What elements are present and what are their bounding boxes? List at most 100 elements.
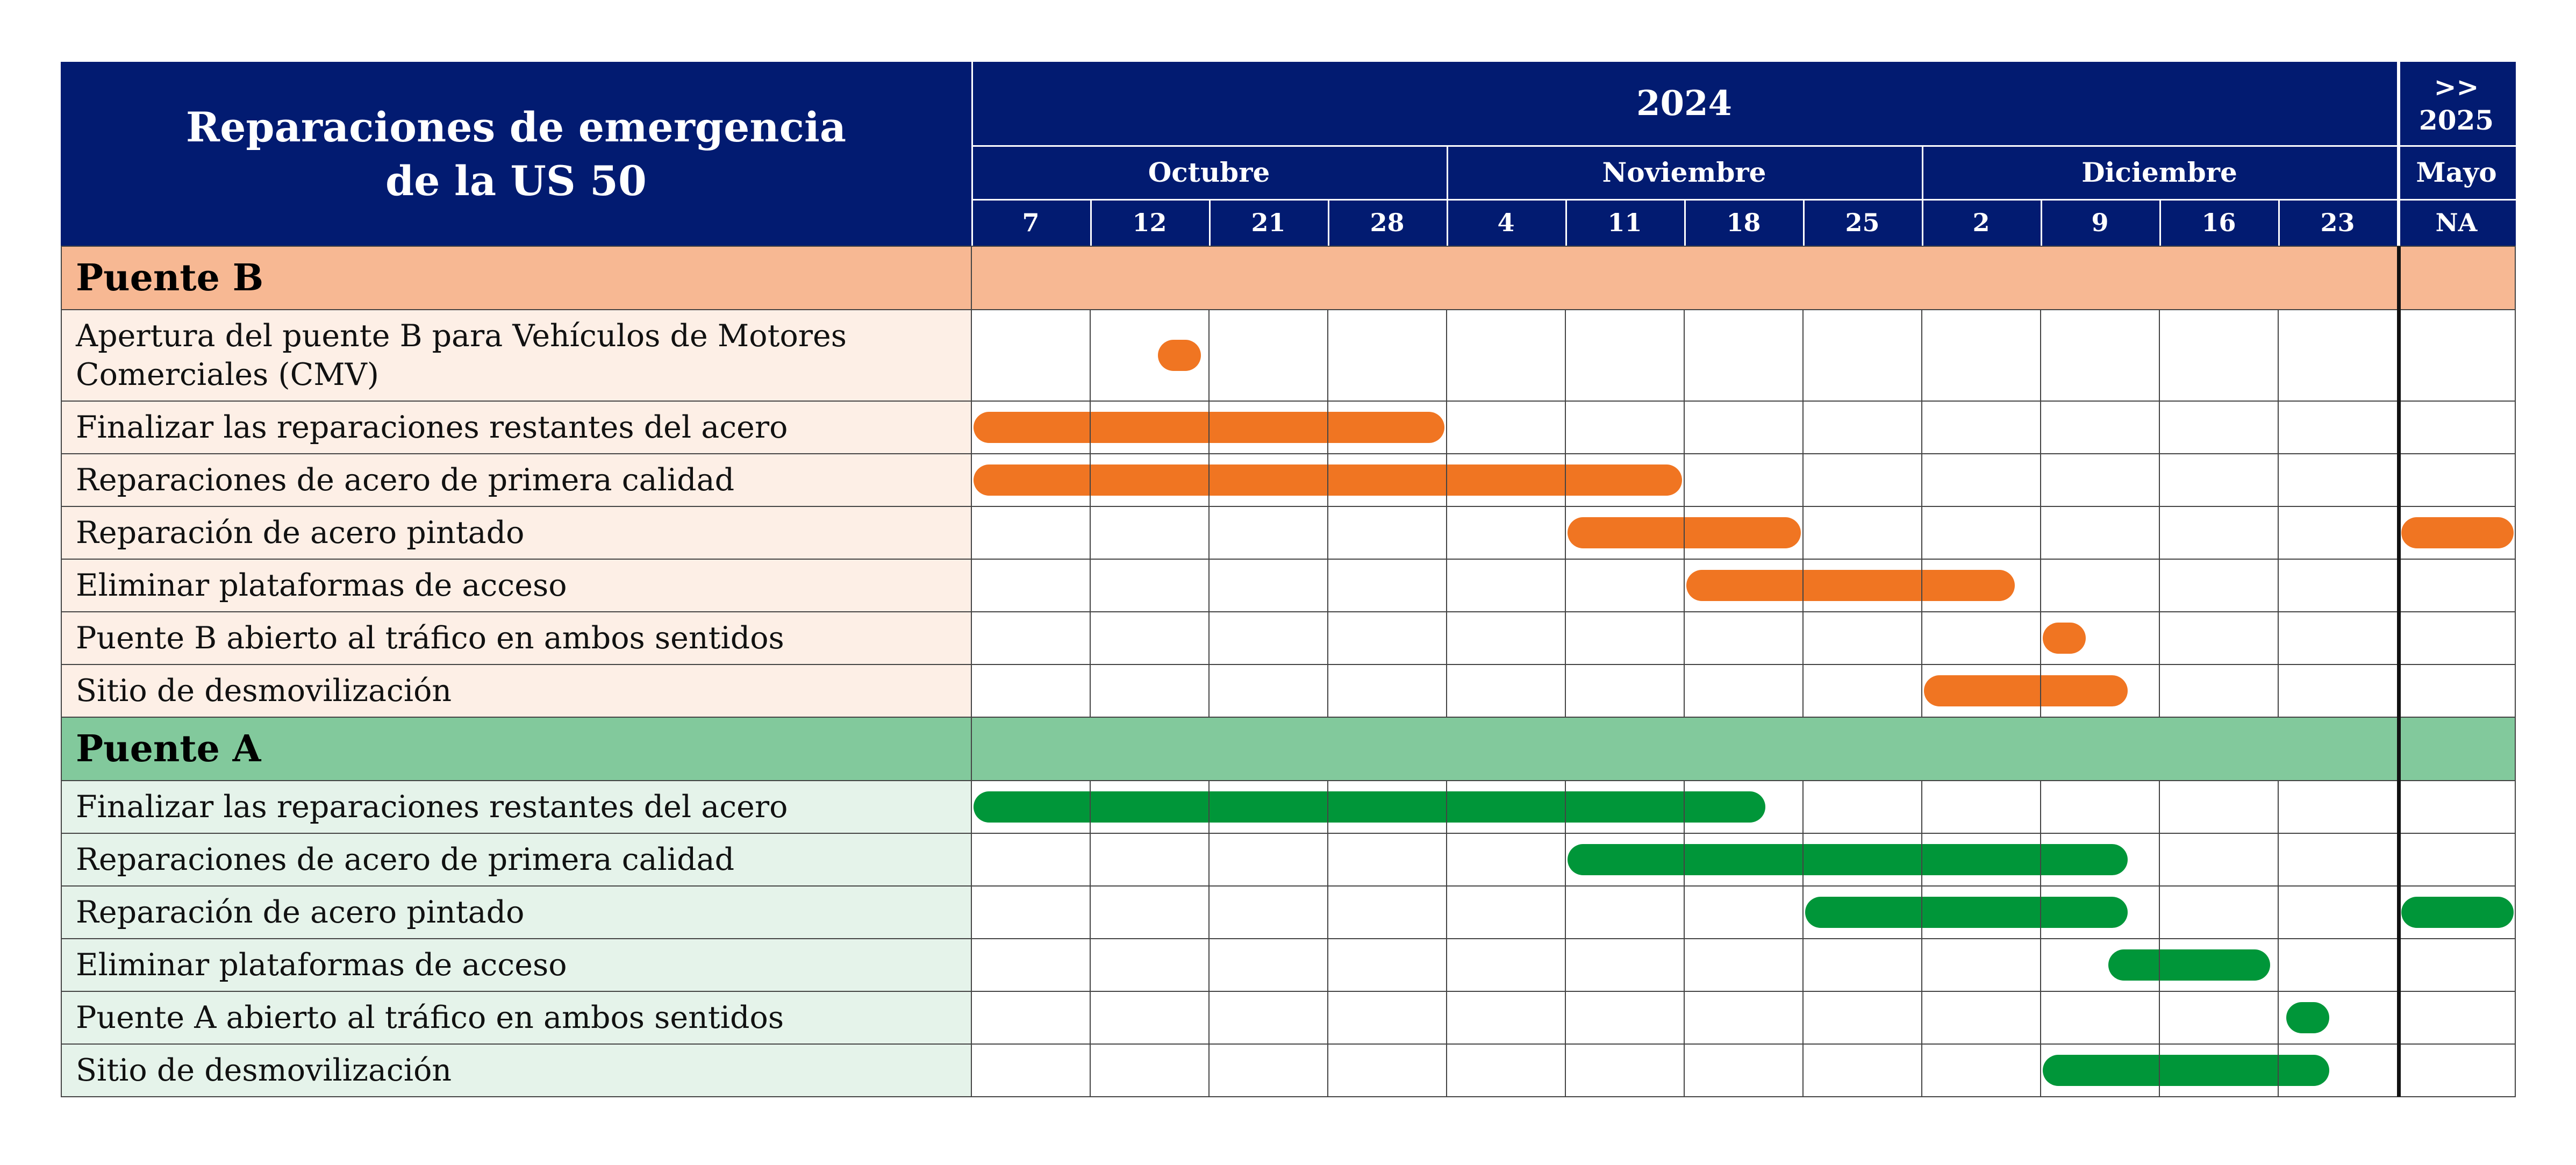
week-header: 16 [2159,199,2278,246]
grid-row-line [61,611,2516,612]
task-label-text: Eliminar plataformas de acceso [76,947,567,983]
grid-col-line [1208,781,1210,1097]
grid-row-line [61,833,2516,834]
task-label-line: Apertura del puente B para Vehículos de … [76,318,847,354]
header-divider [1803,199,1805,246]
week-header: 18 [1684,199,1803,246]
grid-row-line [61,453,2516,454]
grid-col-line [2278,781,2279,1097]
grid-row-line [61,991,2516,992]
task-bar [1568,844,2128,875]
grid-row-line [61,1096,2516,1097]
task-bar [1924,675,2128,706]
task-bar [2043,1055,2330,1086]
grid-col-line [2278,310,2279,717]
chart-title-line: Reparaciones de emergencia [185,103,847,151]
task-label: Reparación de acero pintado [61,506,971,559]
grid-col-line [1565,781,1566,1097]
header-divider [2041,199,2042,246]
header-divider [971,199,2516,201]
header-divider [2159,199,2161,246]
task-label-text: Finalizar las reparaciones restantes del… [76,410,788,445]
header-divider [1565,199,1567,246]
grid-col-line [2159,781,2160,1097]
grid-col-line [1327,310,1328,717]
task-label: Apertura del puente B para Vehículos de … [61,310,971,401]
grid-row-line [61,506,2516,507]
grid-row-line [61,938,2516,939]
grid-col-line [1565,310,1566,717]
header-divider [1090,199,1092,246]
grid-col-line [1446,310,1447,717]
header-divider [1447,145,1448,246]
grid-col-line [1802,310,1804,717]
header-divider [2397,62,2400,246]
grid-col-line [2159,310,2160,717]
year-header-2025-line: >> [2434,70,2479,103]
header-divider [1684,199,1686,246]
year-separator-line [2397,246,2401,1097]
header-divider [971,145,2516,147]
grid-col-line [1090,781,1091,1097]
month-header: Mayo [2397,145,2516,199]
week-header: 12 [1090,199,1209,246]
task-label-text: Finalizar las reparaciones restantes del… [76,789,788,825]
task-bar [974,791,1765,823]
task-label-text: Apertura del puente B para Vehículos de … [76,317,847,394]
task-label-text: Eliminar plataformas de acceso [76,568,567,603]
section-header: Puente A [61,717,2516,781]
grid-col-line [1684,781,1685,1097]
year-header-2025-line: 2025 [2418,104,2494,136]
grid-border [2515,246,2516,1097]
grid-col-line [1921,781,1922,1097]
task-label: Reparaciones de acero de primera calidad [61,833,971,886]
task-label-text: Sitio de desmovilización [76,1053,452,1088]
grid-row-line [61,559,2516,560]
header-divider [1922,199,1923,246]
task-bar [1157,340,1201,371]
task-label: Puente A abierto al tráfico en ambos sen… [61,991,971,1044]
header-divider [2278,199,2280,246]
section-label: Puente B [76,256,264,299]
grid-col-line [2040,781,2041,1097]
grid-col-line [1802,781,1804,1097]
task-bar-2025 [2401,517,2514,548]
grid-row-line [61,885,2516,887]
chart-title-line: de la US 50 [385,156,647,205]
grid-col-line [1921,310,1922,717]
grid-col-line [1327,781,1328,1097]
chart-title-text: Reparaciones de emergencia de la US 50 [186,101,846,208]
task-label: Puente B abierto al tráfico en ambos sen… [61,612,971,664]
week-header: 28 [1328,199,1447,246]
grid-border [61,246,62,1097]
task-label: Sitio de desmovilización [61,664,971,717]
week-header: 9 [2041,199,2159,246]
grid-row-line [61,717,2516,718]
grid-row-line [61,401,2516,402]
task-label-line: Comerciales (CMV) [76,357,380,392]
task-label-text: Reparación de acero pintado [76,515,525,551]
task-label-text: Puente A abierto al tráfico en ambos sen… [76,1000,784,1035]
month-header: Diciembre [1922,145,2397,199]
task-label: Reparación de acero pintado [61,886,971,939]
week-header: 7 [971,199,1090,246]
task-label: Eliminar plataformas de acceso [61,939,971,991]
week-header: 2 [1922,199,2041,246]
header-divider [971,62,973,246]
task-bar [2043,623,2086,654]
grid-col-line [1446,781,1447,1097]
header-divider [1209,199,1211,246]
week-header: 25 [1803,199,1922,246]
month-header: Octubre [971,145,1447,199]
grid-col-line [1684,310,1685,717]
week-header: 11 [1565,199,1684,246]
year-header-2025-text: >> 2025 [2419,70,2494,137]
task-label-text: Sitio de desmovilización [76,673,452,709]
week-header: 4 [1447,199,1565,246]
week-header: 23 [2278,199,2397,246]
year-header-2025: >> 2025 [2397,62,2516,145]
grid-col-line [1090,310,1091,717]
task-label: Eliminar plataformas de acceso [61,559,971,612]
grid-row-line [61,246,2516,247]
chart-title: Reparaciones de emergencia de la US 50 [61,62,971,246]
